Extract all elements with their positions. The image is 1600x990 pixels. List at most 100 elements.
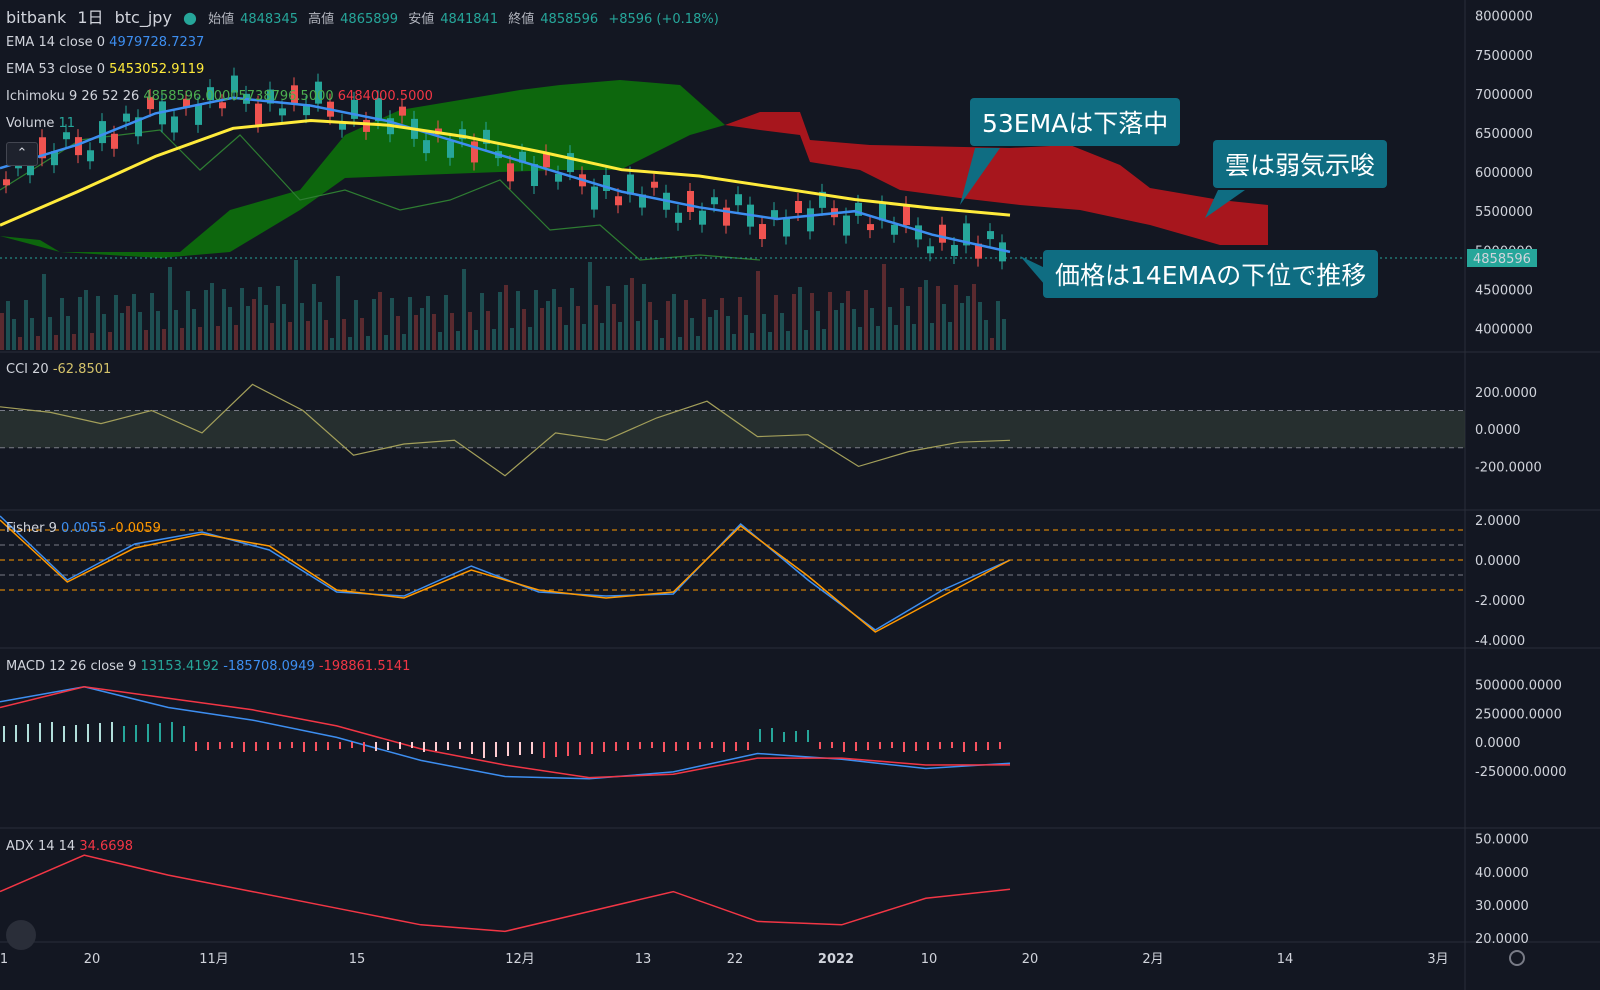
volume-bar xyxy=(240,288,244,350)
y-tick-label: -250000.0000 xyxy=(1475,765,1567,780)
volume-bar xyxy=(696,336,700,350)
volume-bar xyxy=(444,295,448,350)
volume-bar xyxy=(690,318,694,350)
tradingview-logo-icon[interactable] xyxy=(6,920,36,950)
candle-body xyxy=(507,163,514,182)
volume-bar xyxy=(390,298,394,350)
volume-bar xyxy=(222,289,226,350)
volume-bar xyxy=(942,304,946,350)
candle-body xyxy=(291,85,298,104)
candle-body xyxy=(39,137,46,159)
candle-body xyxy=(75,137,82,156)
volume-bar xyxy=(972,284,976,350)
lagging-span-line xyxy=(0,129,761,261)
collapse-legend-button[interactable]: ⌃ xyxy=(6,142,38,166)
legend-fisher[interactable]: Fisher 9 0.0055 -0.0059 xyxy=(6,521,161,536)
candle-body xyxy=(951,244,958,256)
candle-body xyxy=(363,119,370,132)
volume-bar xyxy=(0,313,4,350)
volume-bar xyxy=(474,330,478,350)
candle-body xyxy=(783,217,790,237)
volume-bar xyxy=(894,325,898,350)
candle-body xyxy=(939,224,946,243)
candle-body xyxy=(399,106,406,116)
candle-body xyxy=(63,132,70,140)
volume-bar xyxy=(306,321,310,350)
volume-bar xyxy=(288,322,292,350)
legend-ichimoku[interactable]: Ichimoku 9 26 52 26 4858596.00005738796.… xyxy=(6,89,433,104)
settings-icon[interactable] xyxy=(1509,950,1525,966)
volume-bar xyxy=(504,285,508,350)
volume-bar xyxy=(114,295,118,350)
fisher-trigger-line xyxy=(0,519,1011,633)
volume-bar xyxy=(108,332,112,350)
candle-body xyxy=(807,208,814,232)
y-tick-label: 6000000 xyxy=(1475,166,1533,181)
volume-bar xyxy=(486,311,490,350)
candle-body xyxy=(687,190,694,212)
volume-bar xyxy=(354,300,358,350)
volume-bar xyxy=(18,337,22,350)
candle-body xyxy=(207,87,214,101)
volume-bar xyxy=(984,320,988,350)
volume-bar xyxy=(138,312,142,350)
volume-bar xyxy=(438,332,442,350)
x-tick-label: 11月 xyxy=(199,952,229,967)
legend-macd[interactable]: MACD 12 26 close 9 13153.4192 -185708.09… xyxy=(6,659,411,674)
legend-ema53[interactable]: EMA 53 close 0 5453052.9119 xyxy=(6,62,205,77)
volume-bar xyxy=(780,313,784,350)
volume-bar xyxy=(330,338,334,350)
legend-adx[interactable]: ADX 14 14 34.6698 xyxy=(6,839,134,854)
volume-bar xyxy=(54,335,58,350)
annotation-ema53-falling[interactable]: 53EMAは下落中 xyxy=(970,98,1181,146)
volume-bar xyxy=(96,296,100,350)
volume-bar xyxy=(846,291,850,350)
volume-bar xyxy=(174,310,178,350)
volume-bar xyxy=(762,314,766,350)
volume-bar xyxy=(48,317,52,350)
candle-body xyxy=(867,224,874,231)
x-tick-label: 10 xyxy=(921,952,938,967)
y-tick-label: 250000.0000 xyxy=(1475,707,1562,722)
volume-bar xyxy=(492,329,496,350)
volume-bar xyxy=(348,337,352,350)
x-tick-label: 1 xyxy=(0,952,8,967)
volume-bar xyxy=(672,294,676,350)
volume-bar xyxy=(546,301,550,350)
candle-body xyxy=(267,89,274,104)
volume-bar xyxy=(510,328,514,350)
volume-bar xyxy=(24,300,28,350)
candle-body xyxy=(603,174,610,191)
candle-body xyxy=(423,140,430,154)
volume-bar xyxy=(252,299,256,350)
candle-body xyxy=(315,81,322,104)
volume-bar xyxy=(372,299,376,350)
candle-body xyxy=(123,113,130,122)
annotation-cloud-bearish[interactable]: 雲は弱気示唆 xyxy=(1213,140,1388,188)
legend-ema14[interactable]: EMA 14 close 0 4979728.7237 xyxy=(6,35,205,50)
volume-bar xyxy=(864,290,868,350)
volume-bar xyxy=(996,301,1000,350)
y-tick-label: 50.0000 xyxy=(1475,833,1529,848)
volume-bar xyxy=(258,287,262,350)
x-tick-label: 14 xyxy=(1277,952,1294,967)
interval-label[interactable]: 1日 xyxy=(77,8,104,27)
legend-volume[interactable]: Volume 11 xyxy=(6,116,76,131)
volume-bar xyxy=(804,330,808,350)
volume-bar xyxy=(90,333,94,350)
legend-cci[interactable]: CCI 20 -62.8501 xyxy=(6,362,112,377)
volume-bar xyxy=(144,330,148,350)
volume-bar xyxy=(156,311,160,350)
volume-bar xyxy=(630,278,634,350)
y-tick-label: 5500000 xyxy=(1475,205,1533,220)
candle-body xyxy=(231,75,238,93)
candle-body xyxy=(339,121,346,130)
candle-body xyxy=(555,173,562,182)
annotation-price-below-ema14[interactable]: 価格は14EMAの下位で推移 xyxy=(1043,250,1379,298)
volume-bar xyxy=(564,325,568,350)
symbol-label[interactable]: btc_jpy xyxy=(114,8,172,27)
candle-body xyxy=(303,104,310,116)
candle-body xyxy=(99,121,106,144)
y-tick-label: 200.0000 xyxy=(1475,386,1537,401)
